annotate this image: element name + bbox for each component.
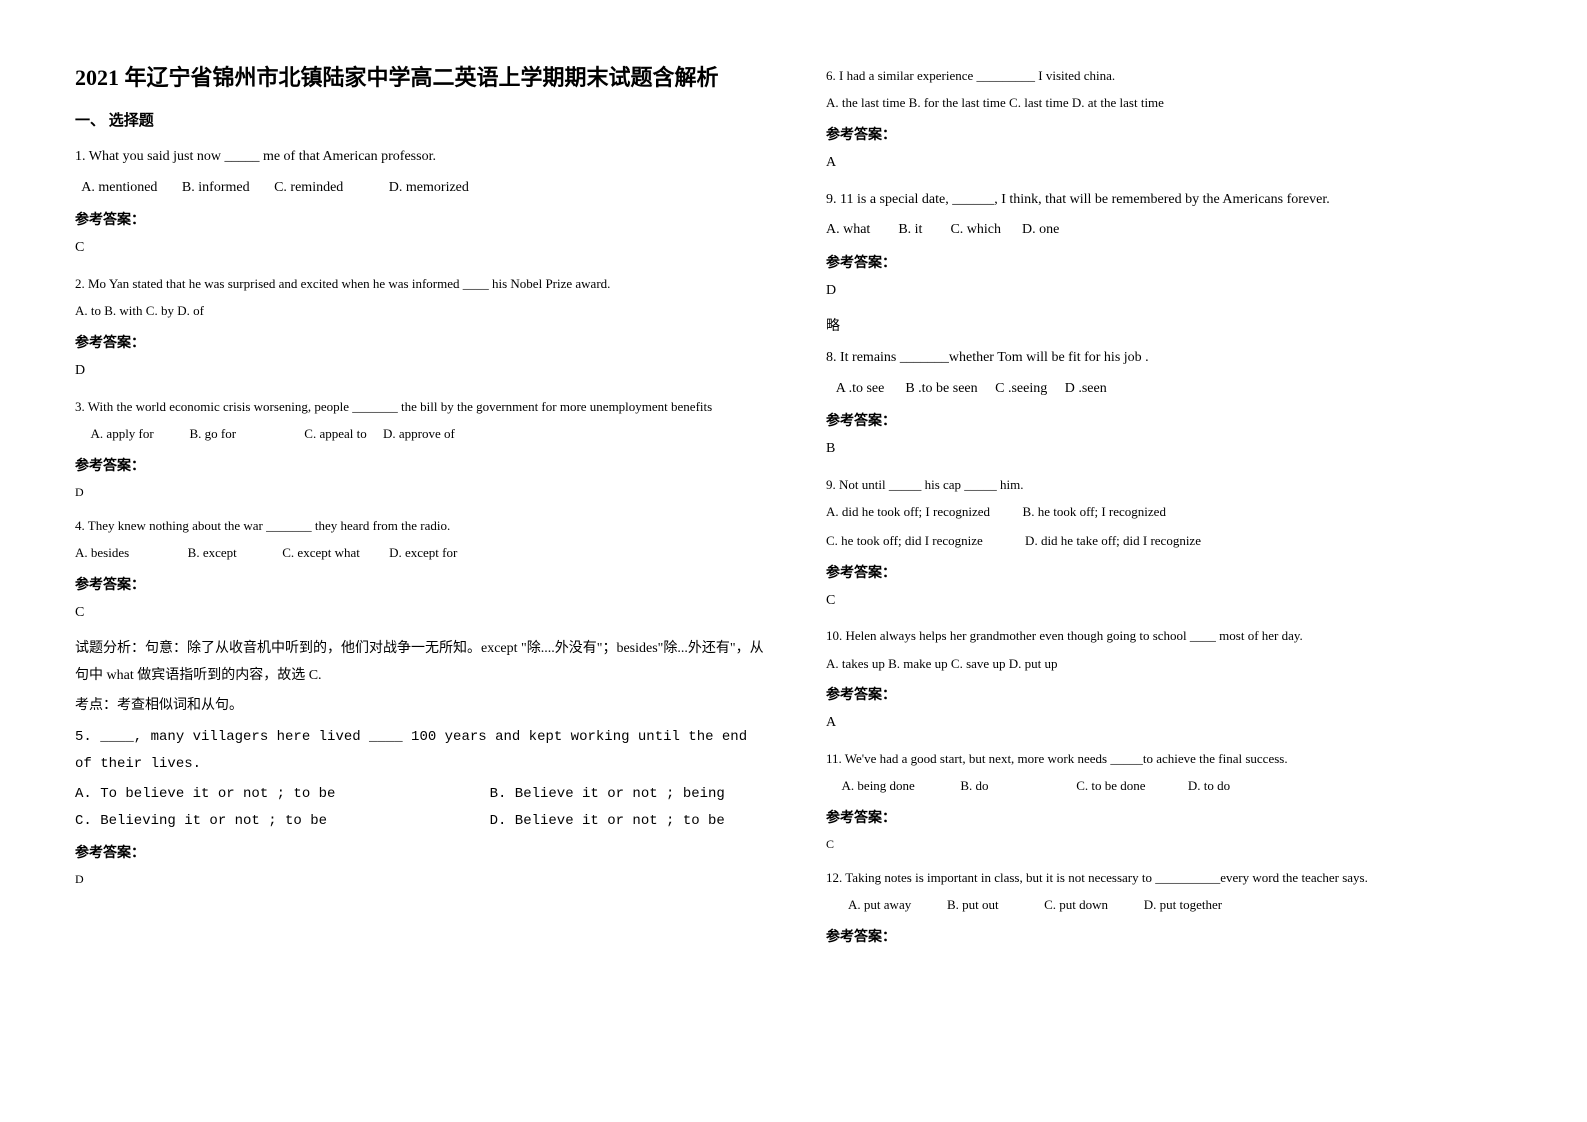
- q10-options: A. takes up B. make up C. save up D. put…: [826, 652, 1537, 677]
- q2-text: 2. Mo Yan stated that he was surprised a…: [75, 272, 766, 295]
- q4-answer: C: [75, 600, 766, 627]
- q8-options: A .to see B .to be seen C .seeing D .see…: [826, 376, 1537, 403]
- answer-label: 参考答案：: [826, 684, 1537, 704]
- q8-text: 8. It remains _______whether Tom will be…: [826, 345, 1537, 372]
- q8-answer: B: [826, 436, 1537, 463]
- q4-options: A. besides B. except C. except what D. e…: [75, 541, 766, 566]
- q6-text: 6. I had a similar experience _________ …: [826, 64, 1537, 87]
- answer-label: 参考答案：: [75, 455, 766, 475]
- answer-label: 参考答案：: [75, 574, 766, 594]
- q3-options: A. apply for B. go for C. appeal to D. a…: [75, 422, 766, 447]
- q12-text: 12. Taking notes is important in class, …: [826, 866, 1537, 889]
- q11-text: 11. We've had a good start, but next, mo…: [826, 747, 1537, 770]
- q11-options: A. being done B. do C. to be done D. to …: [826, 774, 1537, 799]
- section-heading: 一、 选择题: [75, 109, 766, 130]
- q9-options-2: C. he took off; did I recognize D. did h…: [826, 529, 1537, 554]
- answer-label: 参考答案：: [826, 252, 1537, 272]
- q5-opt-c: C. Believing it or not ; to be: [75, 808, 490, 835]
- q3-text: 3. With the world economic crisis worsen…: [75, 395, 766, 418]
- q2-options: A. to B. with C. by D. of: [75, 299, 766, 324]
- q4-analysis-1: 试题分析：句意：除了从收音机中听到的，他们对战争一无所知。except "除..…: [75, 636, 766, 689]
- q7-text: 9. 11 is a special date, ______, I think…: [826, 187, 1537, 214]
- q5-opt-b: B. Believe it or not ; being: [490, 781, 725, 808]
- q5-answer: D: [75, 868, 766, 891]
- answer-label: 参考答案：: [826, 410, 1537, 430]
- answer-label: 参考答案：: [826, 926, 1537, 946]
- q9-answer: C: [826, 588, 1537, 615]
- q10-answer: A: [826, 710, 1537, 737]
- q5-text: 5. ____, many villagers here lived ____ …: [75, 724, 766, 777]
- q9-options-1: A. did he took off; I recognized B. he t…: [826, 500, 1537, 525]
- q1-options: A. mentioned B. informed C. reminded D. …: [75, 175, 766, 202]
- q11-answer: C: [826, 833, 1537, 856]
- answer-label: 参考答案：: [826, 124, 1537, 144]
- column-right: 6. I had a similar experience _________ …: [806, 60, 1537, 1082]
- q6-answer: A: [826, 150, 1537, 177]
- q7-extra: 略: [826, 314, 1537, 341]
- q7-answer: D: [826, 278, 1537, 305]
- q12-options: A. put away B. put out C. put down D. pu…: [826, 893, 1537, 918]
- q5-opt-d: D. Believe it or not ; to be: [490, 808, 725, 835]
- answer-label: 参考答案：: [75, 209, 766, 229]
- q10-text: 10. Helen always helps her grandmother e…: [826, 624, 1537, 647]
- q3-answer: D: [75, 481, 766, 504]
- answer-label: 参考答案：: [826, 562, 1537, 582]
- q1-answer: C: [75, 235, 766, 262]
- answer-label: 参考答案：: [75, 842, 766, 862]
- column-left: 2021 年辽宁省锦州市北镇陆家中学高二英语上学期期末试题含解析 一、 选择题 …: [75, 60, 806, 1082]
- q1-text: 1. What you said just now _____ me of th…: [75, 144, 766, 171]
- answer-label: 参考答案：: [75, 332, 766, 352]
- q9-text: 9. Not until _____ his cap _____ him.: [826, 473, 1537, 496]
- q4-analysis-2: 考点：考查相似词和从句。: [75, 693, 766, 720]
- answer-label: 参考答案：: [826, 807, 1537, 827]
- q2-answer: D: [75, 358, 766, 385]
- document-title: 2021 年辽宁省锦州市北镇陆家中学高二英语上学期期末试题含解析: [75, 60, 766, 95]
- q7-options: A. what B. it C. which D. one: [826, 217, 1537, 244]
- q6-options: A. the last time B. for the last time C.…: [826, 91, 1537, 116]
- q5-opt-a: A. To believe it or not ; to be: [75, 781, 490, 808]
- page-container: 2021 年辽宁省锦州市北镇陆家中学高二英语上学期期末试题含解析 一、 选择题 …: [0, 0, 1587, 1122]
- q4-text: 4. They knew nothing about the war _____…: [75, 514, 766, 537]
